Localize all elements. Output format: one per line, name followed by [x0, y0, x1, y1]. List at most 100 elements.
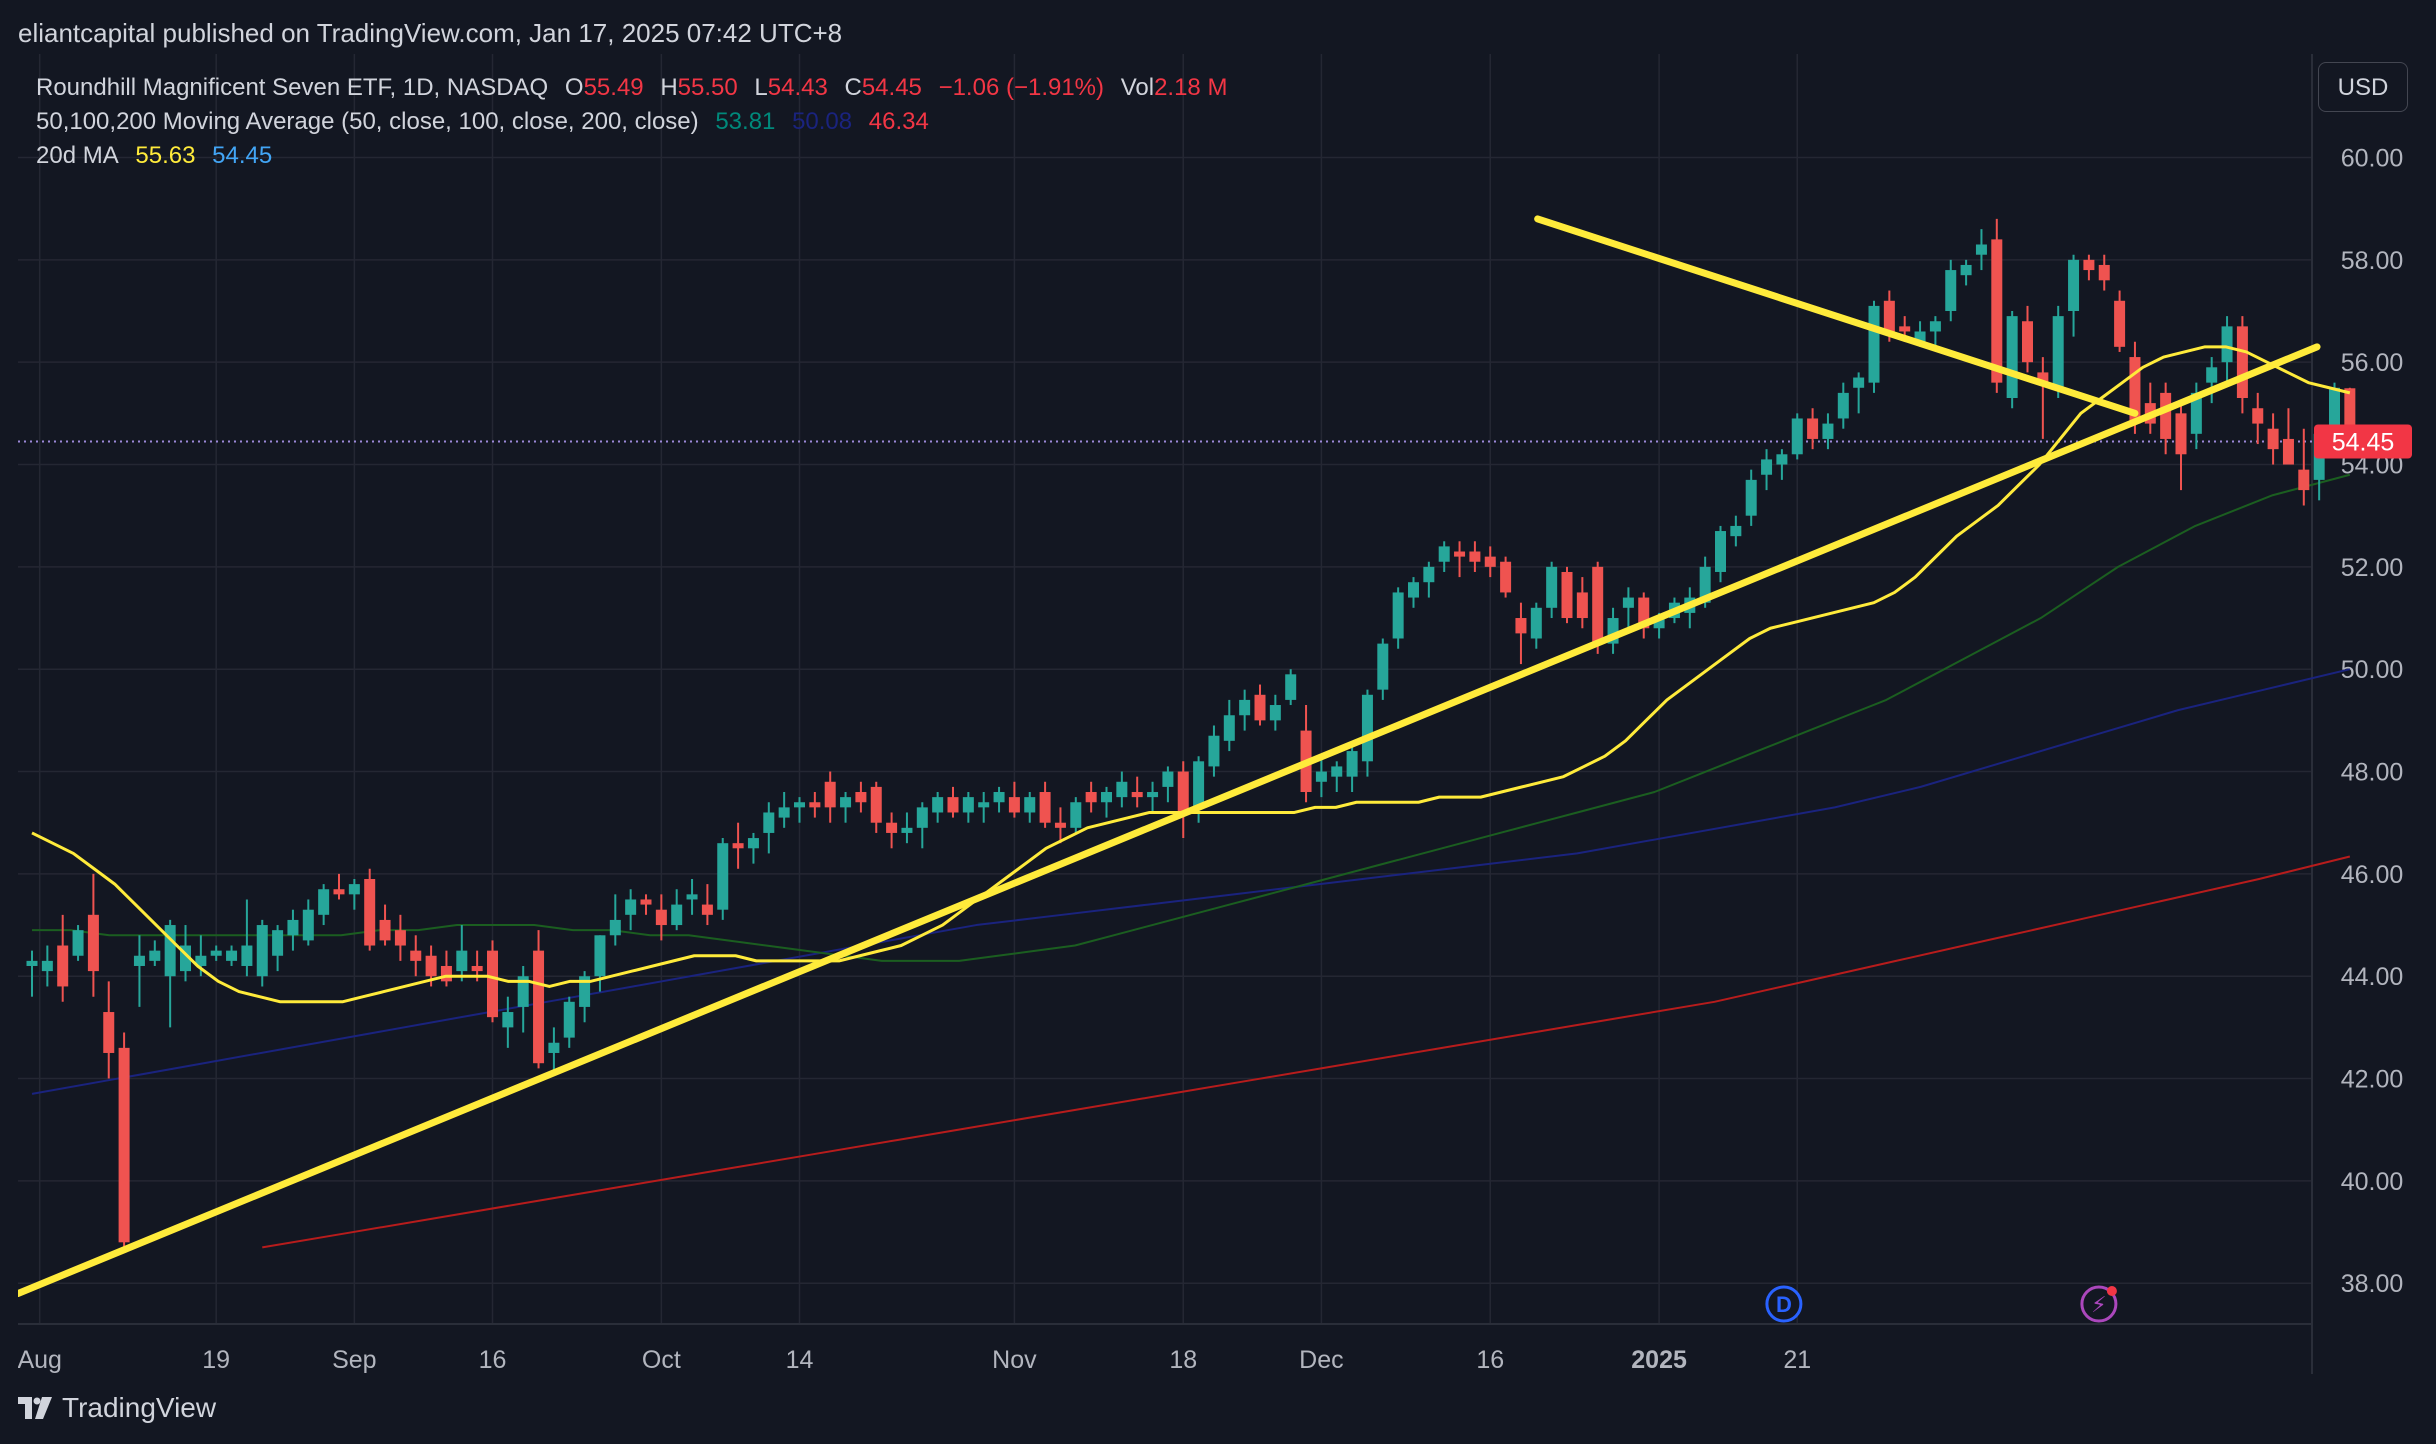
candle-body[interactable] — [2006, 316, 2018, 398]
candle-body[interactable] — [609, 919, 621, 936]
candle-body[interactable] — [1991, 239, 2003, 383]
candle-body[interactable] — [732, 843, 744, 849]
candle-body[interactable] — [471, 965, 483, 972]
candle-body[interactable] — [2267, 428, 2279, 450]
candle-body[interactable] — [993, 792, 1005, 803]
candle-body[interactable] — [1269, 705, 1281, 721]
candle-body[interactable] — [2068, 259, 2080, 312]
candle-body[interactable] — [1960, 264, 1972, 276]
candle-body[interactable] — [1054, 822, 1066, 828]
candle-body[interactable] — [333, 889, 345, 895]
candle-body[interactable] — [1745, 479, 1757, 516]
candle-body[interactable] — [1469, 551, 1481, 562]
candle-body[interactable] — [763, 812, 775, 833]
candle-body[interactable] — [318, 889, 330, 915]
candle-body[interactable] — [302, 909, 314, 941]
currency-button[interactable]: USD — [2318, 62, 2408, 112]
candle-body[interactable] — [1438, 546, 1450, 562]
candle-body[interactable] — [1653, 618, 1665, 629]
candle-body[interactable] — [1622, 597, 1634, 608]
candle-body[interactable] — [180, 945, 191, 972]
candle-body[interactable] — [517, 976, 529, 1007]
downtrend-line[interactable] — [1534, 215, 2139, 417]
candle-body[interactable] — [2282, 438, 2294, 465]
candle-body[interactable] — [655, 909, 667, 926]
candle-body[interactable] — [133, 955, 145, 966]
candle-body[interactable] — [717, 843, 729, 910]
candle-body[interactable] — [2298, 469, 2310, 491]
candle-body[interactable] — [809, 802, 821, 808]
candle-body[interactable] — [1177, 771, 1189, 813]
candle-body[interactable] — [1883, 300, 1895, 332]
candle-body[interactable] — [1392, 592, 1404, 639]
candle-body[interactable] — [256, 925, 268, 977]
candle-body[interactable] — [87, 914, 99, 972]
candle-body[interactable] — [1039, 792, 1051, 823]
candle-body[interactable] — [1715, 531, 1726, 572]
candle-body[interactable] — [747, 838, 759, 849]
chart-svg[interactable]: 60.0058.0056.0054.0052.0050.0048.0046.00… — [18, 54, 2436, 1375]
candle-body[interactable] — [272, 930, 284, 956]
candle-body[interactable] — [2252, 408, 2264, 424]
candle-body[interactable] — [502, 1012, 514, 1028]
candle-body[interactable] — [978, 802, 990, 808]
candle-body[interactable] — [1116, 781, 1128, 798]
candle-body[interactable] — [1592, 566, 1604, 644]
candle-body[interactable] — [103, 1012, 115, 1053]
candle-body[interactable] — [1162, 771, 1174, 787]
candle-body[interactable] — [2022, 321, 2033, 363]
candle-body[interactable] — [1807, 418, 1819, 439]
candle-body[interactable] — [287, 919, 299, 936]
candle-body[interactable] — [1975, 244, 1987, 255]
candle-body[interactable] — [1208, 735, 1220, 767]
candle-body[interactable] — [26, 960, 38, 966]
candle-body[interactable] — [1607, 618, 1619, 644]
candle-body[interactable] — [2129, 357, 2141, 424]
candle-body[interactable] — [886, 822, 898, 833]
candle-body[interactable] — [1346, 751, 1358, 777]
candle-body[interactable] — [1331, 766, 1343, 777]
candle-body[interactable] — [1730, 525, 1742, 537]
candle-body[interactable] — [2037, 372, 2049, 383]
candle-body[interactable] — [1853, 377, 1865, 388]
candle-body[interactable] — [548, 1042, 560, 1053]
candle-body[interactable] — [840, 797, 852, 808]
candle-body[interactable] — [410, 950, 422, 961]
candle-body[interactable] — [1837, 392, 1849, 419]
candle-body[interactable] — [2206, 367, 2218, 383]
candle-body[interactable] — [164, 925, 176, 977]
candle-body[interactable] — [1822, 423, 1834, 439]
candle-body[interactable] — [1361, 694, 1373, 762]
candle-body[interactable] — [916, 807, 928, 828]
candle-body[interactable] — [962, 797, 974, 813]
candle-body[interactable] — [1254, 694, 1266, 721]
candle-body[interactable] — [440, 965, 452, 982]
candle-body[interactable] — [1776, 454, 1788, 465]
candle-body[interactable] — [1377, 643, 1389, 690]
chart-area[interactable]: 60.00 58.00 56.00 54.00 52.00 50.00 48.00 46.00… — [18, 54, 2436, 1375]
candle-body[interactable] — [195, 955, 207, 966]
candle-body[interactable] — [1899, 326, 1911, 332]
candle-body[interactable] — [640, 899, 652, 905]
candle-body[interactable] — [932, 797, 944, 813]
candle-body[interactable] — [1423, 566, 1435, 583]
candle-body[interactable] — [1546, 566, 1558, 608]
candle-body[interactable] — [563, 1001, 575, 1038]
candle-body[interactable] — [2329, 387, 2340, 434]
candle-body[interactable] — [686, 894, 698, 900]
candle-body[interactable] — [487, 950, 498, 1018]
candle-body[interactable] — [870, 786, 882, 823]
candle-body[interactable] — [1147, 792, 1159, 798]
candle-body[interactable] — [1285, 674, 1297, 700]
candle-body[interactable] — [1454, 551, 1466, 557]
candle-body[interactable] — [2160, 392, 2172, 439]
candle-body[interactable] — [425, 955, 437, 977]
candle-body[interactable] — [2175, 413, 2187, 455]
candle-body[interactable] — [2344, 388, 2356, 442]
tradingview-logo[interactable]: TradingView — [18, 1392, 216, 1424]
candle-body[interactable] — [1929, 321, 1941, 332]
candle-body[interactable] — [1131, 792, 1143, 798]
candle-body[interactable] — [1561, 571, 1573, 619]
candle-body[interactable] — [2114, 300, 2126, 347]
earnings-marker-icon[interactable] — [2080, 1285, 2118, 1323]
